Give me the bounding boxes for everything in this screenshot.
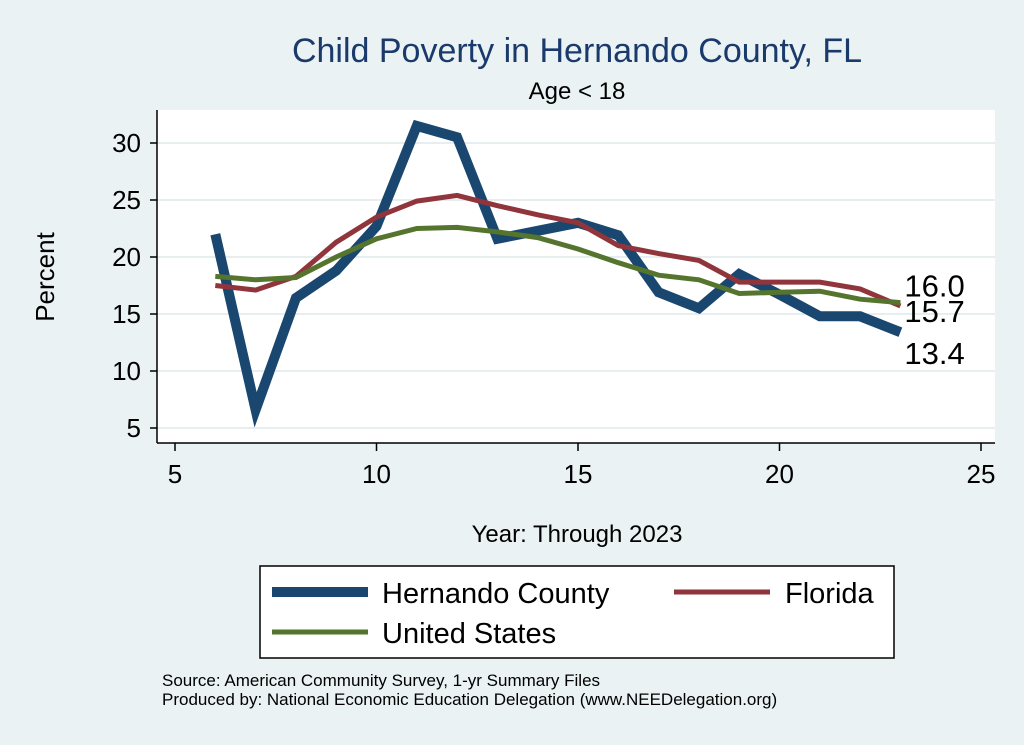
produced-by-note: Produced by: National Economic Education… — [162, 690, 778, 709]
grid — [157, 142, 995, 429]
y-tick-label: 30 — [112, 128, 141, 158]
end-label: 13.4 — [904, 336, 964, 371]
series-line-florida — [215, 192, 902, 309]
x-tick-label: 25 — [967, 459, 996, 489]
x-tick-label: 15 — [564, 459, 593, 489]
x-tick-label: 10 — [362, 459, 391, 489]
legend-label-florida: Florida — [785, 578, 875, 610]
y-tick-label: 15 — [112, 299, 141, 329]
end-label: 16.0 — [904, 269, 964, 304]
chart-subtitle: Age < 18 — [529, 78, 626, 105]
x-axis-label: Year: Through 2023 — [472, 521, 683, 548]
axes: 5 10 15 20 25 30 5 10 15 20 25 — [112, 110, 995, 489]
y-tick-label: 5 — [127, 413, 141, 443]
y-tick-label: 25 — [112, 185, 141, 215]
legend: Hernando County Florida United States — [259, 565, 895, 659]
series-line-united-states — [215, 224, 901, 306]
y-tick-label: 20 — [112, 242, 141, 272]
y-axis-label: Percent — [30, 231, 60, 321]
legend-label-us: United States — [382, 618, 556, 650]
legend-box — [259, 565, 895, 659]
y-tick-label: 10 — [112, 356, 141, 386]
chart-title: Child Poverty in Hernando County, FL — [292, 32, 862, 70]
source-note: Source: American Community Survey, 1-yr … — [162, 671, 601, 690]
x-tick-label: 5 — [168, 459, 182, 489]
end-labels: 16.015.7 13.4 — [904, 269, 964, 372]
x-tick-label: 20 — [765, 459, 794, 489]
end-label: 15.7 — [904, 294, 964, 329]
series-line-hernando-county — [210, 119, 903, 428]
legend-label-hernando: Hernando County — [382, 578, 610, 610]
series-lines — [210, 119, 903, 428]
